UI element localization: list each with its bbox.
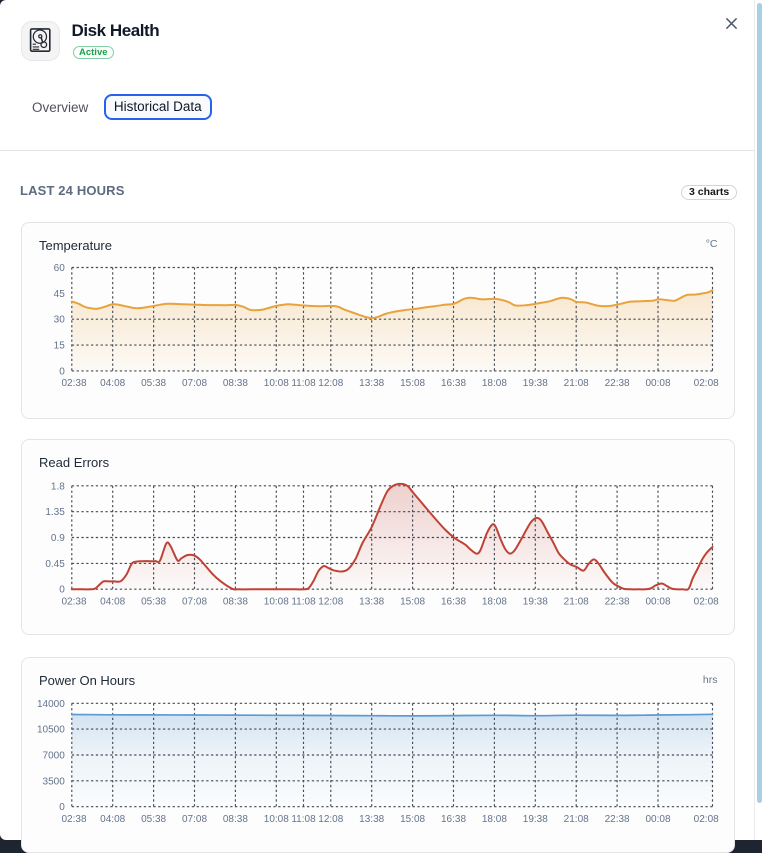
svg-text:12:08: 12:08	[318, 596, 343, 607]
svg-text:02:38: 02:38	[61, 596, 86, 607]
svg-text:02:08: 02:08	[693, 378, 718, 389]
svg-text:08:38: 08:38	[222, 814, 247, 825]
svg-text:13:38: 13:38	[359, 596, 384, 607]
svg-text:07:08: 07:08	[181, 596, 206, 607]
svg-text:19:38: 19:38	[522, 378, 547, 389]
svg-text:14000: 14000	[36, 699, 64, 710]
svg-text:11:08: 11:08	[291, 814, 316, 825]
svg-text:18:08: 18:08	[481, 814, 506, 825]
svg-text:05:38: 05:38	[141, 596, 166, 607]
svg-text:0: 0	[59, 366, 65, 377]
svg-text:30: 30	[53, 314, 65, 325]
svg-text:00:08: 00:08	[645, 814, 670, 825]
svg-text:0: 0	[59, 585, 65, 596]
svg-text:45: 45	[53, 288, 65, 299]
svg-text:22:38: 22:38	[604, 814, 629, 825]
svg-text:04:08: 04:08	[100, 814, 125, 825]
svg-text:15: 15	[53, 340, 65, 351]
svg-text:10:08: 10:08	[263, 378, 288, 389]
svg-text:02:38: 02:38	[61, 814, 86, 825]
svg-text:08:38: 08:38	[222, 378, 247, 389]
svg-text:02:38: 02:38	[61, 378, 86, 389]
svg-text:7000: 7000	[42, 751, 65, 762]
svg-text:21:08: 21:08	[563, 596, 588, 607]
svg-text:10500: 10500	[36, 725, 64, 736]
svg-text:16:38: 16:38	[440, 596, 465, 607]
svg-text:02:08: 02:08	[693, 596, 718, 607]
svg-text:1.8: 1.8	[50, 481, 64, 492]
svg-text:11:08: 11:08	[291, 596, 316, 607]
svg-text:10:08: 10:08	[263, 814, 288, 825]
svg-text:3500: 3500	[42, 776, 65, 787]
svg-text:22:38: 22:38	[604, 378, 629, 389]
svg-text:07:08: 07:08	[181, 814, 206, 825]
svg-text:18:08: 18:08	[481, 378, 506, 389]
svg-text:04:08: 04:08	[100, 596, 125, 607]
svg-text:22:38: 22:38	[604, 596, 629, 607]
svg-text:00:08: 00:08	[645, 378, 670, 389]
svg-text:1.35: 1.35	[45, 507, 65, 518]
svg-text:21:08: 21:08	[563, 378, 588, 389]
svg-text:0: 0	[59, 802, 65, 813]
svg-text:05:38: 05:38	[141, 378, 166, 389]
svg-text:13:38: 13:38	[359, 378, 384, 389]
svg-text:19:38: 19:38	[522, 596, 547, 607]
svg-text:15:08: 15:08	[400, 378, 425, 389]
svg-text:18:08: 18:08	[481, 596, 506, 607]
svg-text:60: 60	[53, 263, 65, 274]
svg-text:15:08: 15:08	[400, 814, 425, 825]
svg-text:16:38: 16:38	[440, 814, 465, 825]
svg-text:15:08: 15:08	[400, 596, 425, 607]
svg-text:21:08: 21:08	[563, 814, 588, 825]
svg-text:0.9: 0.9	[50, 533, 64, 544]
svg-text:12:08: 12:08	[318, 814, 343, 825]
svg-text:10:08: 10:08	[263, 596, 288, 607]
svg-text:00:08: 00:08	[645, 596, 670, 607]
svg-text:08:38: 08:38	[222, 596, 247, 607]
svg-text:11:08: 11:08	[291, 378, 316, 389]
svg-text:19:38: 19:38	[522, 814, 547, 825]
svg-text:05:38: 05:38	[141, 814, 166, 825]
svg-text:16:38: 16:38	[440, 378, 465, 389]
svg-text:07:08: 07:08	[181, 378, 206, 389]
svg-text:13:38: 13:38	[359, 814, 384, 825]
svg-text:02:08: 02:08	[693, 814, 718, 825]
svg-text:04:08: 04:08	[100, 378, 125, 389]
svg-text:0.45: 0.45	[45, 559, 65, 570]
svg-text:12:08: 12:08	[318, 378, 343, 389]
